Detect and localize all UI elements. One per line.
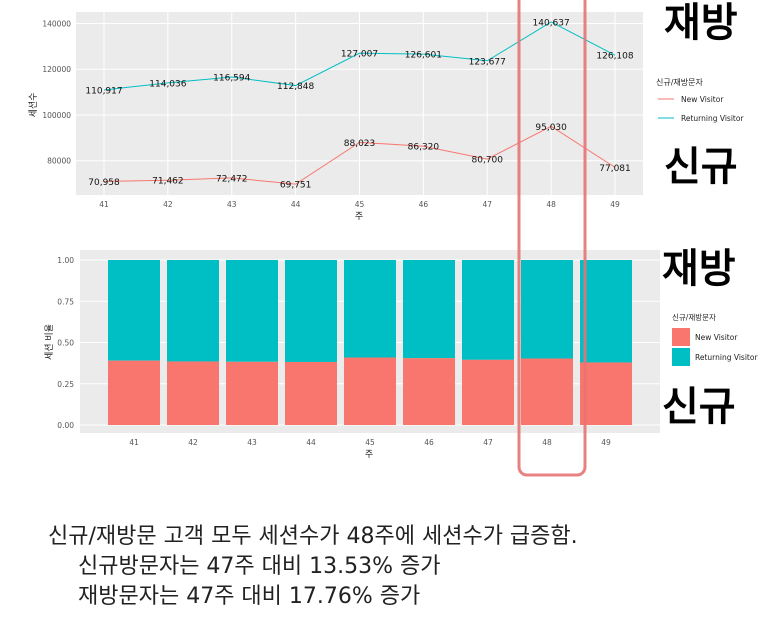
bar-returning — [462, 260, 514, 360]
bar-returning — [226, 260, 278, 362]
line-data-label: 70,958 — [88, 178, 120, 188]
bar-new — [108, 360, 160, 425]
line-data-label: 71,462 — [152, 177, 184, 187]
line-y-tick-label: 100000 — [42, 111, 71, 120]
line-x-tick-label: 43 — [227, 200, 237, 209]
bar-new — [580, 362, 632, 425]
week-48-highlight-box — [517, 0, 587, 477]
line-chart: 70,958 71,462 72,472 69,751 88,023 86,320 80,7… — [28, 12, 744, 222]
bar-returning — [108, 260, 160, 361]
line-x-axis-label: 주 — [355, 211, 363, 222]
bar-new — [167, 361, 219, 425]
bar-new — [403, 358, 455, 425]
line-data-label: 140,637 — [533, 18, 570, 28]
new-label-top: 신규 — [664, 144, 738, 190]
line-data-label: 116,594 — [213, 73, 250, 83]
caption-line-2: 신규방문자는 47주 대비 13.53% 증가 — [78, 554, 441, 579]
line-data-label: 126,108 — [596, 52, 633, 62]
line-data-label: 88,023 — [344, 139, 376, 149]
line-data-label: 86,320 — [408, 143, 440, 153]
bar-chart: 0.000.250.500.751.00 41 42 43 44 45 46 47 48 49 … — [44, 250, 758, 460]
bar-returning — [403, 260, 455, 359]
line-y-tick-label: 80000 — [47, 157, 71, 166]
bar-y-tick-label: 0.50 — [57, 339, 74, 348]
line-x-tick-label: 45 — [355, 200, 365, 209]
bar-x-tick-label: 47 — [483, 438, 493, 447]
bar-x-tick-label: 49 — [601, 438, 611, 447]
bar-x-tick-label: 43 — [247, 438, 257, 447]
line-series-returning — [103, 21, 616, 91]
line-x-ticks: 41 42 43 44 45 46 47 48 49 — [99, 200, 620, 209]
line-data-label: 80,700 — [472, 156, 504, 166]
bar-legend-key-returning — [672, 348, 690, 366]
bar-x-tick-label: 41 — [129, 438, 139, 447]
line-y-ticks: 80000 100000 120000 140000 — [42, 19, 71, 165]
line-legend-label-new: New Visitor — [681, 95, 724, 104]
bar-legend-key-new — [672, 328, 690, 346]
line-x-tick-label: 41 — [99, 200, 109, 209]
line-series-new — [103, 125, 616, 185]
line-data-label: 69,751 — [280, 181, 312, 191]
line-x-tick-label: 47 — [482, 200, 492, 209]
bar-x-tick-label: 44 — [306, 438, 316, 447]
line-data-label: 77,081 — [599, 164, 631, 174]
bar-returning — [344, 260, 396, 358]
bar-new — [521, 358, 573, 425]
bar-series — [108, 260, 632, 425]
returning-label-top: 재방 — [664, 0, 738, 46]
bar-legend-label-returning: Returning Visitor — [695, 353, 758, 362]
bar-returning — [580, 260, 632, 363]
bar-legend-label-new: New Visitor — [695, 333, 738, 342]
bar-x-ticks: 41 42 43 44 45 46 47 48 49 — [129, 438, 611, 447]
line-x-tick-label: 46 — [419, 200, 429, 209]
bar-new — [285, 361, 337, 425]
bar-y-tick-label: 1.00 — [57, 256, 74, 265]
bar-x-tick-label: 46 — [424, 438, 434, 447]
line-data-label: 110,917 — [85, 86, 122, 96]
line-data-labels: 70,958 71,462 72,472 69,751 88,023 86,320 80,7… — [85, 18, 633, 190]
line-legend-title: 신규/재방문자 — [656, 77, 703, 87]
bar-legend: 신규/재방문자 New Visitor Returning Visitor — [672, 312, 758, 366]
bar-legend-title: 신규/재방문자 — [672, 312, 716, 322]
caption: 신규/재방문 고객 모두 세션수가 48주에 세션수가 급증함. 신규방문자는 … — [48, 522, 578, 612]
line-y-tick-label: 120000 — [42, 65, 71, 74]
new-label-bottom: 신규 — [662, 384, 736, 430]
line-x-tick-label: 48 — [546, 200, 556, 209]
bar-y-tick-label: 0.25 — [57, 380, 74, 389]
line-data-label: 127,007 — [341, 50, 378, 60]
line-data-label: 126,601 — [405, 51, 442, 61]
line-grid — [76, 12, 643, 195]
line-y-tick-label: 140000 — [42, 19, 71, 28]
caption-line-1: 신규/재방문 고객 모두 세션수가 48주에 세션수가 급증함. — [48, 524, 578, 549]
bar-new — [226, 361, 278, 425]
caption-line-3: 재방문자는 47주 대비 17.76% 증가 — [78, 584, 421, 609]
bar-x-tick-label: 48 — [542, 438, 552, 447]
bar-y-axis-label: 세션 비율 — [44, 324, 55, 360]
returning-label-bottom: 재방 — [662, 246, 736, 292]
line-data-label: 112,848 — [277, 82, 314, 92]
bar-x-tick-label: 45 — [365, 438, 375, 447]
line-x-tick-label: 42 — [163, 200, 173, 209]
bar-y-tick-label: 0.75 — [57, 297, 74, 306]
line-data-label: 114,036 — [149, 79, 186, 89]
bar-x-tick-label: 42 — [188, 438, 198, 447]
line-data-label: 95,030 — [535, 123, 567, 133]
line-legend: 신규/재방문자 New Visitor Returning Visitor — [656, 77, 744, 123]
bar-new — [462, 359, 514, 425]
bar-returning — [167, 260, 219, 362]
bar-returning — [285, 260, 337, 362]
line-legend-label-returning: Returning Visitor — [681, 114, 744, 123]
bar-returning — [521, 260, 573, 359]
line-x-tick-label: 44 — [291, 200, 301, 209]
bar-y-ticks: 0.00 0.25 0.50 0.75 1.00 — [57, 256, 74, 430]
line-y-axis-label: 세션수 — [28, 93, 39, 118]
line-data-label: 72,472 — [216, 174, 248, 184]
line-x-tick-label: 49 — [610, 200, 620, 209]
bar-y-tick-label: 0.00 — [57, 421, 74, 430]
bar-new — [344, 357, 396, 425]
line-series — [103, 21, 616, 185]
line-data-label: 123,677 — [469, 57, 506, 67]
bar-x-axis-label: 주 — [365, 449, 373, 460]
